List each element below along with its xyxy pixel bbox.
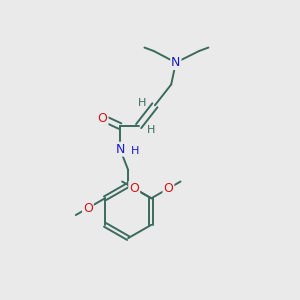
Text: O: O	[98, 112, 107, 124]
Text: O: O	[164, 182, 173, 195]
Text: O: O	[129, 182, 139, 195]
Text: H: H	[147, 124, 156, 135]
Text: O: O	[83, 202, 93, 214]
Text: N: N	[171, 56, 181, 69]
Text: N: N	[115, 143, 125, 156]
Text: H: H	[131, 146, 140, 157]
Text: H: H	[138, 98, 146, 107]
